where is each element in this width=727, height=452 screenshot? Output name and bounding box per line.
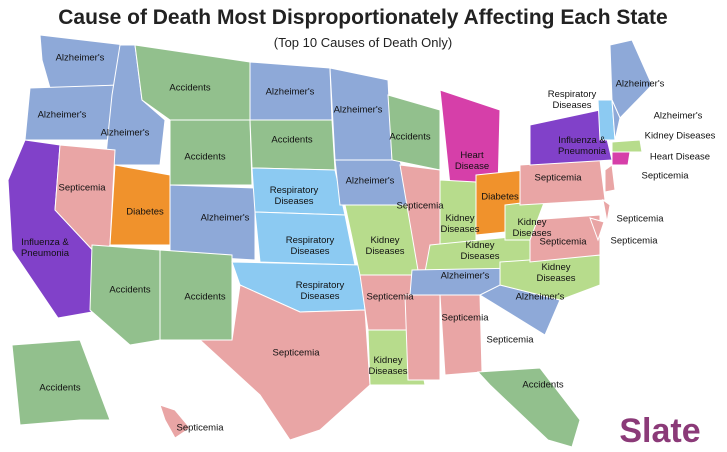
state-label: Septicemia (535, 173, 583, 184)
state-label: Diseases (290, 246, 329, 257)
state (89, 244, 161, 346)
state (602, 198, 611, 223)
state (169, 184, 256, 261)
state (198, 284, 371, 441)
state (404, 294, 441, 381)
state-label: Septicemia (617, 214, 665, 225)
state-label: Influenza & (558, 135, 606, 146)
state-label: Alzheimer's (516, 292, 565, 303)
state-label: Alzheimer's (441, 271, 490, 282)
state-label: Diabetes (481, 192, 519, 203)
state (529, 214, 601, 263)
state-label: Septicemia (442, 313, 490, 324)
state (609, 39, 653, 119)
state-label: Respiratory (286, 235, 335, 246)
state-label: Kidney Diseases (645, 131, 716, 142)
subtitle: (Top 10 Causes of Death Only) (274, 35, 452, 50)
state-label: Septicemia (367, 292, 415, 303)
state-label: Alzheimer's (266, 87, 315, 98)
state-label: Diseases (365, 246, 404, 257)
state-label: Accidents (184, 292, 225, 303)
state-label: Septicemia (397, 201, 445, 212)
state-label: Heart (460, 150, 484, 161)
state-label: Kidney (517, 217, 546, 228)
state-label: Kidney (370, 235, 399, 246)
state-label: Alzheimer's (201, 213, 250, 224)
state-label: Accidents (169, 83, 210, 94)
state-label: Diseases (440, 224, 479, 235)
state (11, 339, 111, 426)
state-label: Septicemia (177, 423, 225, 434)
state-label: Diseases (368, 366, 407, 377)
state (604, 164, 616, 193)
state-label: Septicemia (611, 236, 659, 247)
state-label: Diseases (300, 291, 339, 302)
state-label: Diseases (460, 251, 499, 262)
state (611, 139, 643, 153)
state-label: Alzheimer's (56, 53, 105, 64)
state (589, 217, 605, 242)
state-label: Kidney (445, 213, 474, 224)
state-label: Diseases (512, 228, 551, 239)
state-label: Diseases (552, 100, 591, 111)
state-label: Alzheimer's (38, 110, 87, 121)
logo: Slate (619, 412, 700, 450)
state-label: Respiratory (548, 89, 597, 100)
state (611, 99, 621, 141)
state-label: Respiratory (270, 185, 319, 196)
title: Cause of Death Most Disproportionately A… (58, 6, 667, 29)
state-label: Accidents (109, 285, 150, 296)
state (476, 367, 581, 448)
state-label: Disease (455, 161, 489, 172)
state-label: Alzheimer's (101, 128, 150, 139)
state-label: Respiratory (296, 280, 345, 291)
state-label: Alzheimer's (346, 176, 395, 187)
state-label: Septicemia (487, 335, 535, 346)
state-label: Septicemia (642, 171, 690, 182)
state-label: Heart Disease (650, 152, 710, 163)
state-label: Accidents (389, 132, 430, 143)
state (611, 151, 631, 166)
state-label: Diseases (274, 196, 313, 207)
state-label: Accidents (271, 135, 312, 146)
state-label: Diseases (536, 273, 575, 284)
state-label: Kidney (541, 262, 570, 273)
state-label: Alzheimer's (334, 105, 383, 116)
state (159, 404, 191, 439)
state-label: Kidney (465, 240, 494, 251)
state (109, 164, 171, 246)
state (439, 294, 483, 376)
state-label: Alzheimer's (616, 79, 665, 90)
state-label: Septicemia (59, 183, 107, 194)
state-label: Accidents (522, 380, 563, 391)
state-label: Septicemia (540, 237, 588, 248)
state-label: Alzheimer's (654, 111, 703, 122)
state-label: Pneumonia (21, 248, 70, 259)
state (169, 119, 253, 186)
state-label: Kidney (373, 355, 402, 366)
state-label: Septicemia (273, 348, 321, 359)
state-label: Diabetes (126, 207, 164, 218)
state-label: Influenza & (21, 237, 69, 248)
state-label: Pneumonia (558, 146, 607, 157)
state-label: Accidents (39, 383, 80, 394)
state-label: Accidents (184, 152, 225, 163)
